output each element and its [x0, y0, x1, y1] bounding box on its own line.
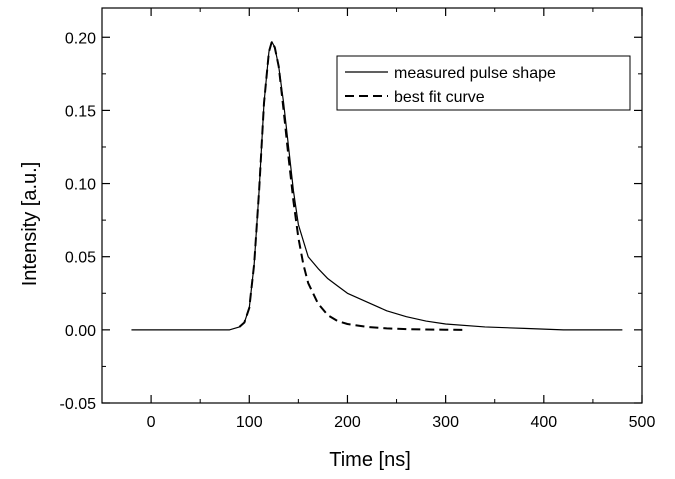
y-tick-label: 0.15 — [65, 103, 96, 120]
y-tick-label: 0.10 — [65, 177, 96, 194]
x-tick-label: 400 — [530, 414, 557, 431]
x-tick-label: 0 — [147, 414, 156, 431]
y-tick-label: 0.00 — [65, 323, 96, 340]
legend-box — [336, 55, 631, 111]
x-tick-label: 200 — [334, 414, 361, 431]
x-tick-label: 500 — [629, 414, 656, 431]
legend: measured pulse shape best fit curve — [336, 55, 631, 111]
y-tick-label: 0.20 — [65, 30, 96, 47]
x-tick-label: 100 — [236, 414, 263, 431]
x-axis-title: Time [ns] — [329, 449, 411, 471]
y-axis-title: Intensity [a.u.] — [19, 162, 41, 287]
x-tick-label: 300 — [432, 414, 459, 431]
legend-label-measured: measured pulse shape — [394, 65, 556, 82]
measured-pulse-line — [131, 41, 623, 331]
x-axis-ticks: 0 100 200 300 400 500 — [101, 8, 656, 431]
y-axis-ticks: -0.05 0.00 0.05 0.10 0.15 0.20 — [60, 30, 642, 413]
plot-area-frame — [101, 7, 643, 404]
legend-label-fit: best fit curve — [394, 89, 485, 106]
y-tick-label: -0.05 — [60, 396, 97, 413]
y-tick-label: 0.05 — [65, 250, 96, 267]
series-layer — [131, 40, 623, 331]
best-fit-line — [238, 40, 466, 331]
